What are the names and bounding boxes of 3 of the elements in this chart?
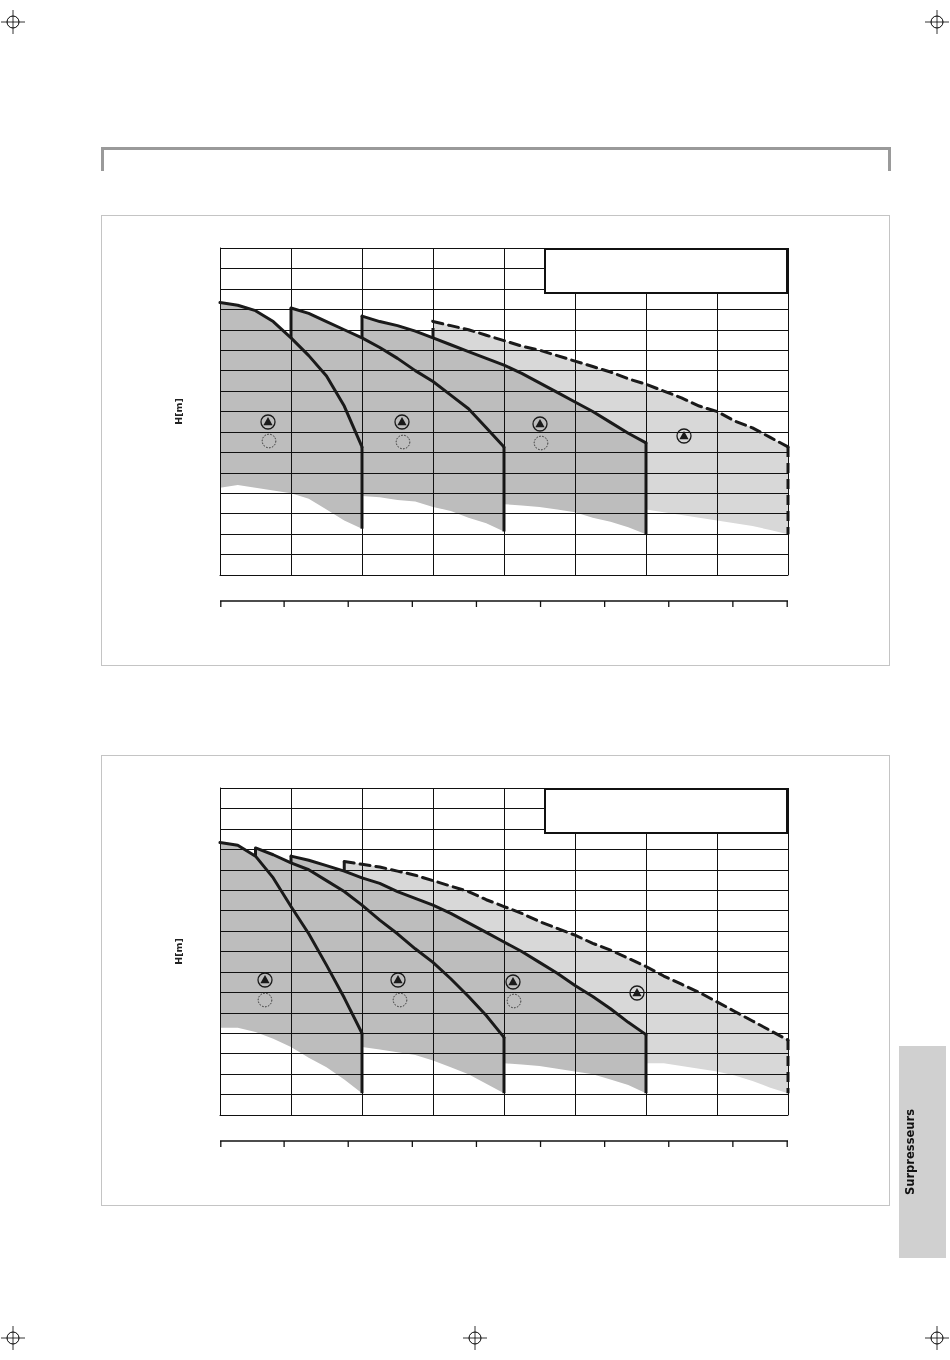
y-axis-title: H[m] [172,398,184,425]
y-axis-title: H[m] [172,938,184,965]
side-tab: Surpresseurs [899,1046,946,1258]
